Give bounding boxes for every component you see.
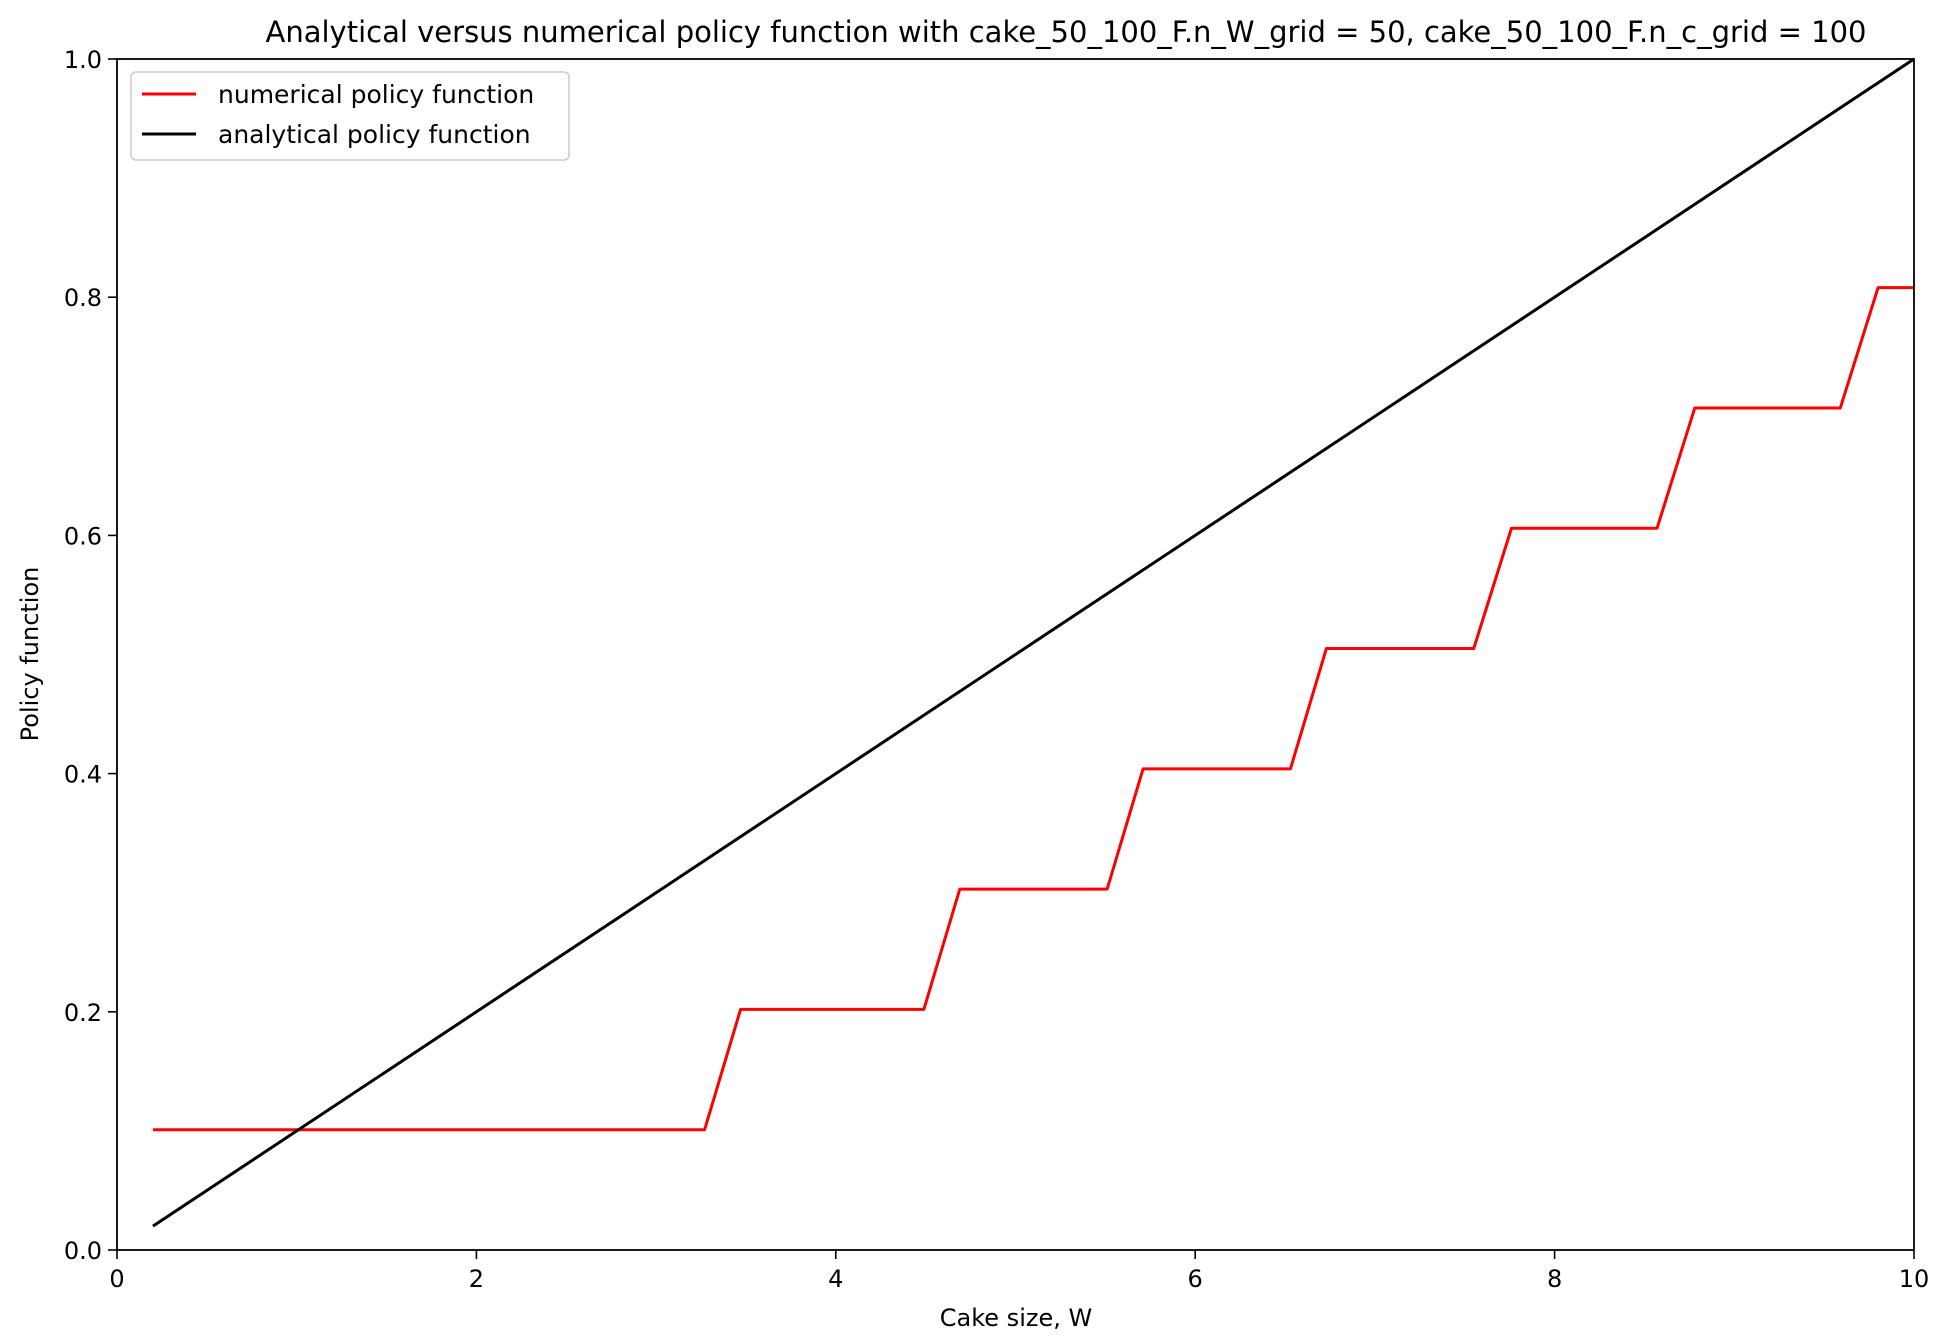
legend: numerical policy function analytical pol…: [130, 71, 570, 161]
x-tick-label: 8: [1547, 1265, 1562, 1293]
legend-label-numerical: numerical policy function: [218, 80, 534, 109]
y-tick-label: 0.6: [64, 522, 102, 550]
y-tick-label: 0.4: [64, 761, 102, 789]
x-tick-label: 4: [828, 1265, 843, 1293]
x-tick-label: 10: [1899, 1265, 1930, 1293]
x-tick-label: 6: [1188, 1265, 1203, 1293]
y-tick-label: 1.0: [64, 46, 102, 74]
series-line-0: [152, 286, 1914, 1132]
x-axis-label: Cake size, W: [940, 1304, 1092, 1332]
x-tick-label: 0: [109, 1265, 124, 1293]
y-tick-label: 0.2: [64, 999, 102, 1027]
series-line-1: [152, 57, 1915, 1228]
x-axis: 0 2 4 6 8 10: [109, 1250, 1929, 1293]
y-axis-label: Policy function: [16, 567, 44, 742]
series-layer: [152, 57, 1915, 1228]
y-tick-label: 0.8: [64, 284, 102, 312]
y-tick-label: 0.0: [64, 1237, 102, 1265]
y-axis: 0.0 0.2 0.4 0.6 0.8 1.0: [64, 46, 117, 1265]
x-tick-label: 2: [469, 1265, 484, 1293]
chart-title: Analytical versus numerical policy funct…: [266, 15, 1867, 49]
legend-label-analytical: analytical policy function: [218, 120, 531, 149]
legend-frame: [130, 71, 570, 161]
axes-frame: [116, 58, 1915, 1251]
